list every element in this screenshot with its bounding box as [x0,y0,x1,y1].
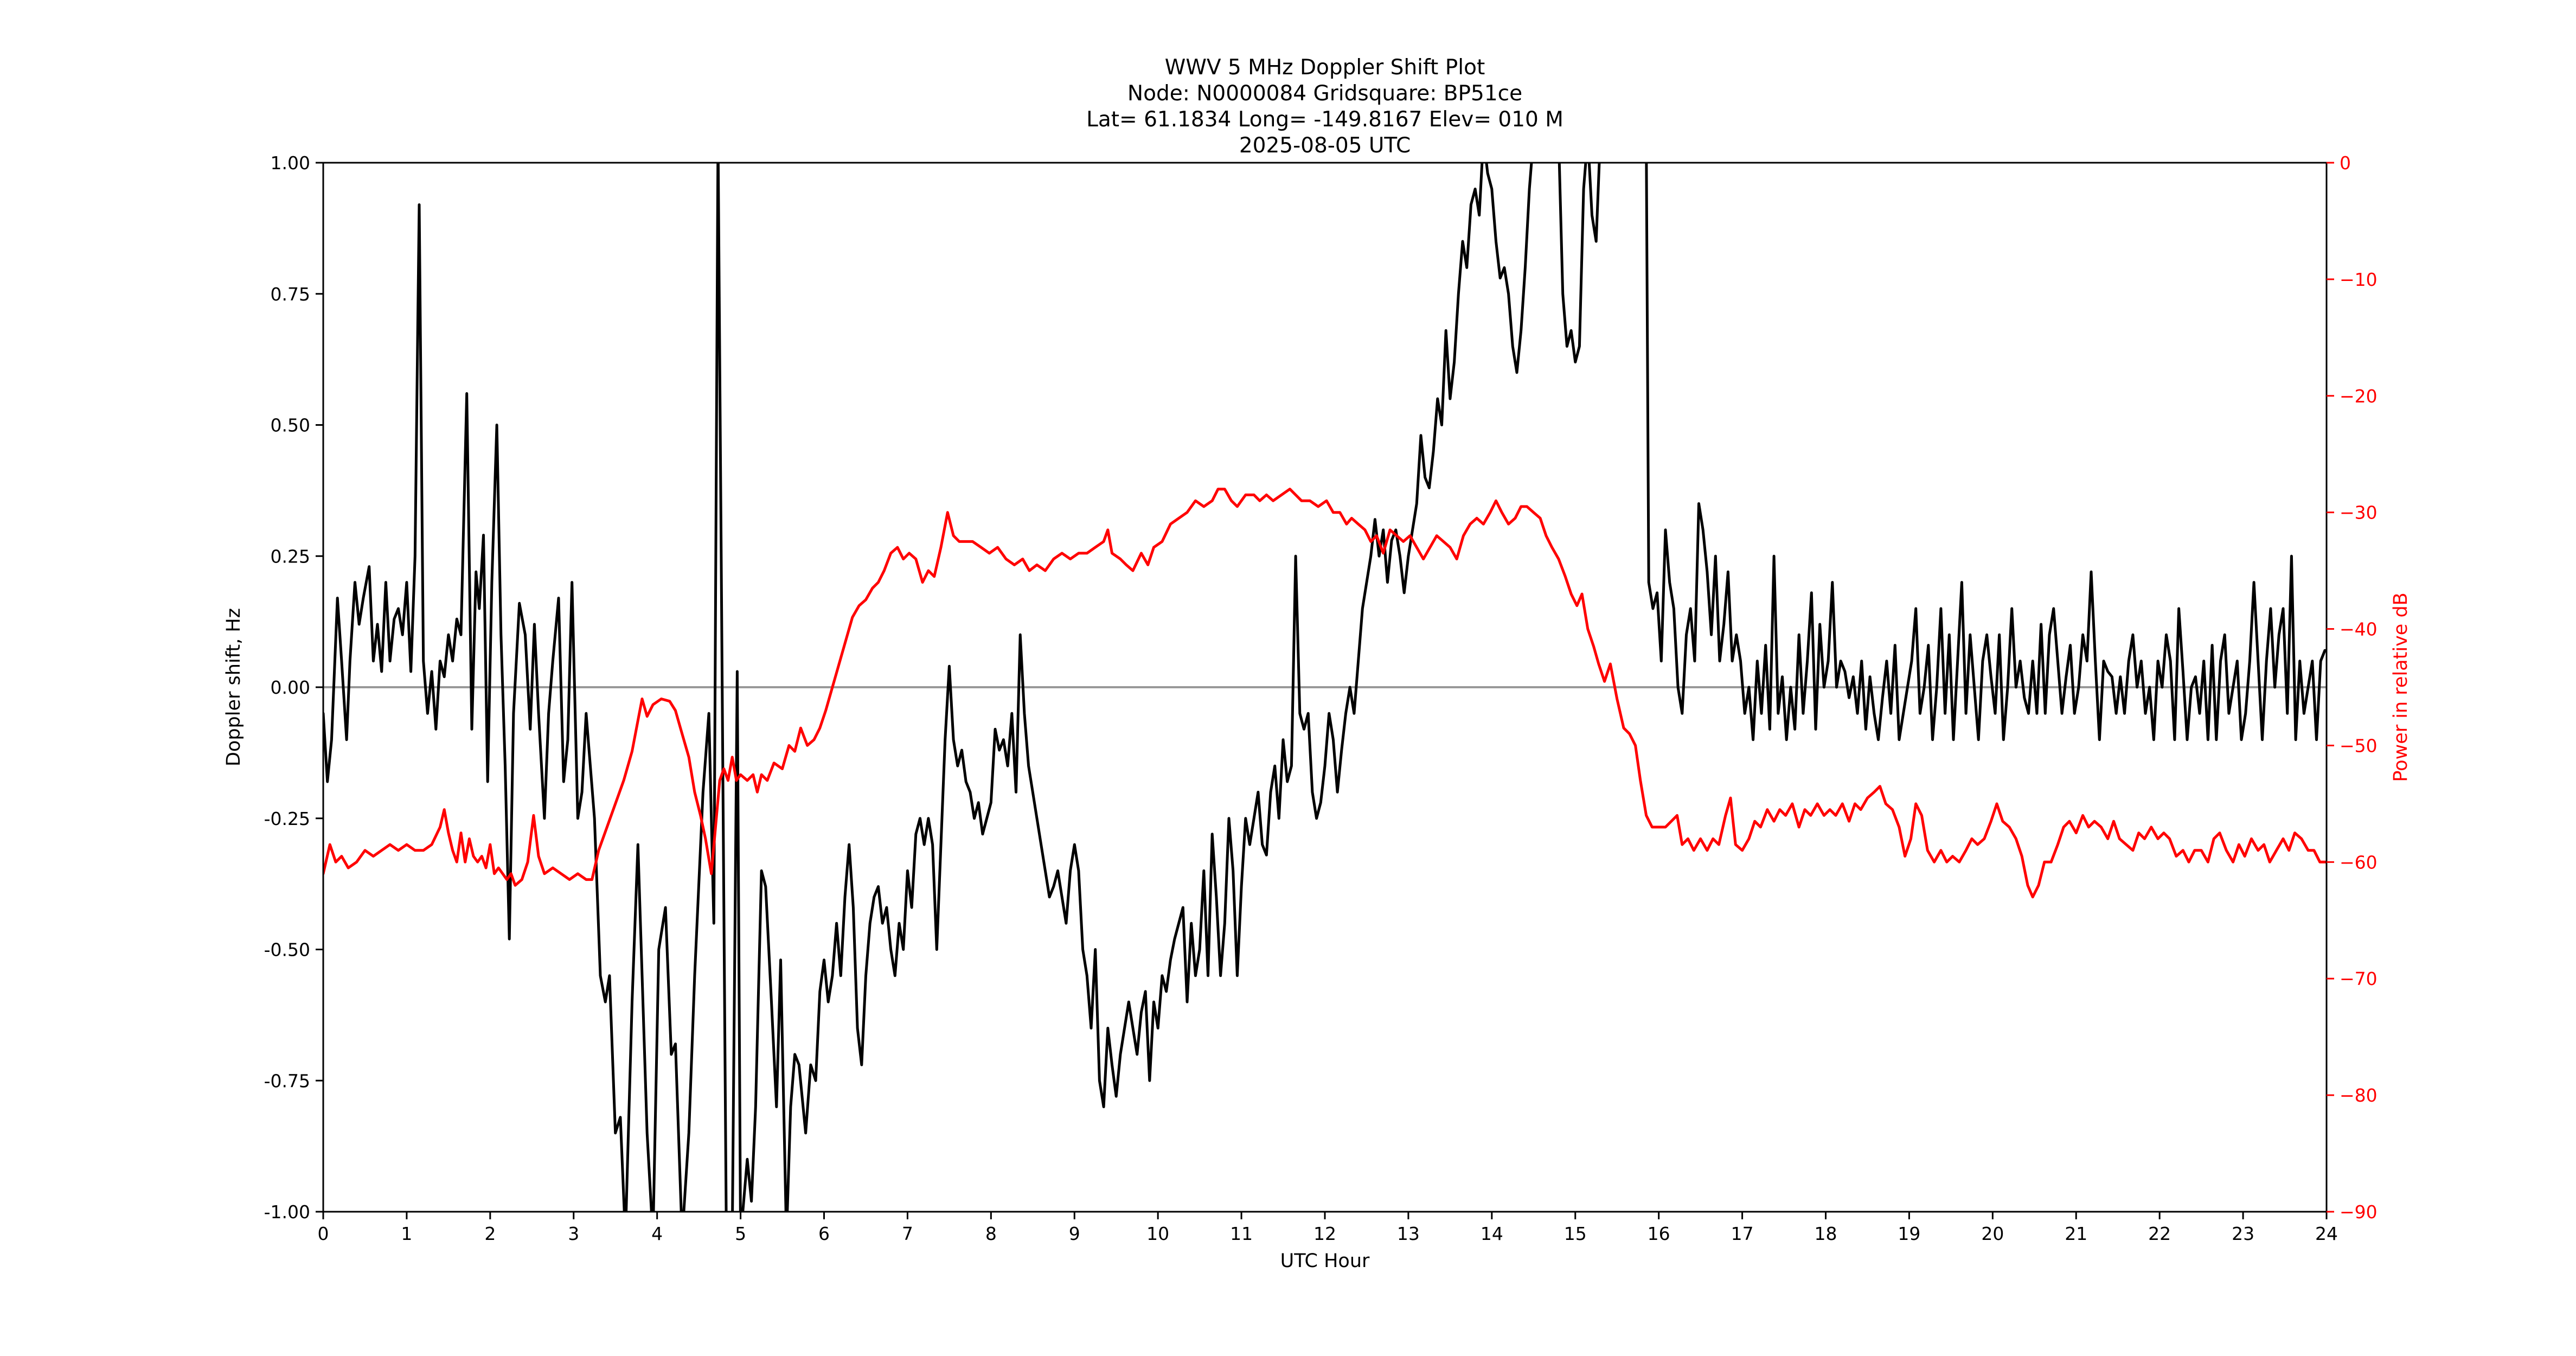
x-axis: 0 1 2 3 4 5 6 7 8 9 10 11 12 13 14 15 16 17 18 19 20 21 22 23 24 [318,1212,2338,1244]
series-layer [323,163,2327,1212]
chart-title-line-3: Lat= 61.1834 Long= -149.8167 Elev= 010 M [1086,107,1563,132]
x-tick-label: 2 [484,1223,496,1244]
x-tick-label: 14 [1481,1223,1503,1244]
x-tick-label: 3 [568,1223,579,1244]
x-tick-label: 9 [1069,1223,1080,1244]
y-tick-label: 0.50 [271,415,310,436]
x-tick-label: 6 [818,1223,830,1244]
x-tick-label: 1 [401,1223,412,1244]
x-tick-label: 21 [2065,1223,2087,1244]
y-tick-label: -1.00 [264,1201,310,1223]
y2-tick-label: −70 [2340,968,2378,989]
y-axis-right: −90 −80 −70 −60 −50 −40 −30 −20 −10 0 [2327,152,2378,1223]
y-tick-label: 0.25 [271,546,310,567]
x-tick-label: 15 [1564,1223,1587,1244]
y2-tick-label: −50 [2340,735,2378,756]
x-tick-label: 13 [1397,1223,1420,1244]
y-tick-label: 1.00 [271,152,310,174]
y-tick-label: 0.00 [271,677,310,698]
power-series-line [323,488,2327,899]
x-tick-label: 5 [735,1223,746,1244]
chart-title-line-1: WWV 5 MHz Doppler Shift Plot [1165,55,1485,80]
y-axis-right-label: Power in relative dB [2390,592,2412,782]
y2-tick-label: −90 [2340,1201,2378,1223]
x-tick-label: 17 [1731,1223,1754,1244]
y-tick-label: -0.75 [264,1070,310,1091]
x-tick-label: 16 [1648,1223,1670,1244]
y2-tick-label: −20 [2340,386,2378,407]
x-tick-label: 4 [651,1223,663,1244]
y2-tick-label: −40 [2340,619,2378,640]
y-axis-left: -1.00 -0.75 -0.50 -0.25 0.00 0.25 0.50 0.75 1.00 [264,152,323,1223]
y2-tick-label: −60 [2340,852,2378,873]
x-tick-label: 11 [1230,1223,1253,1244]
x-tick-label: 10 [1146,1223,1169,1244]
chart-title-line-4: 2025-08-05 UTC [1239,133,1411,158]
x-tick-label: 20 [1981,1223,2004,1244]
x-tick-label: 22 [2148,1223,2171,1244]
x-tick-label: 18 [1815,1223,1837,1244]
x-tick-label: 0 [318,1223,329,1244]
x-tick-label: 19 [1898,1223,1920,1244]
chart-title-line-2: Node: N0000084 Gridsquare: BP51ce [1127,81,1522,106]
y2-tick-label: −80 [2340,1085,2378,1106]
chart-title: WWV 5 MHz Doppler Shift Plot Node: N0000… [1086,55,1563,158]
plot-area [323,163,2327,1212]
doppler-series-line [323,163,2327,1212]
y-tick-label: -0.50 [264,939,310,961]
x-tick-label: 7 [902,1223,913,1244]
y2-tick-label: −10 [2340,269,2378,290]
x-tick-label: 23 [2232,1223,2254,1244]
y-tick-label: -0.25 [264,808,310,829]
x-tick-label: 12 [1313,1223,1336,1244]
y-tick-label: 0.75 [271,284,310,305]
x-axis-label: UTC Hour [1280,1250,1370,1272]
y-axis-left-label: Doppler shift, Hz [223,608,245,766]
y2-tick-label: −30 [2340,502,2378,523]
y2-tick-label: 0 [2340,152,2351,174]
x-tick-label: 8 [985,1223,997,1244]
x-tick-label: 24 [2315,1223,2338,1244]
